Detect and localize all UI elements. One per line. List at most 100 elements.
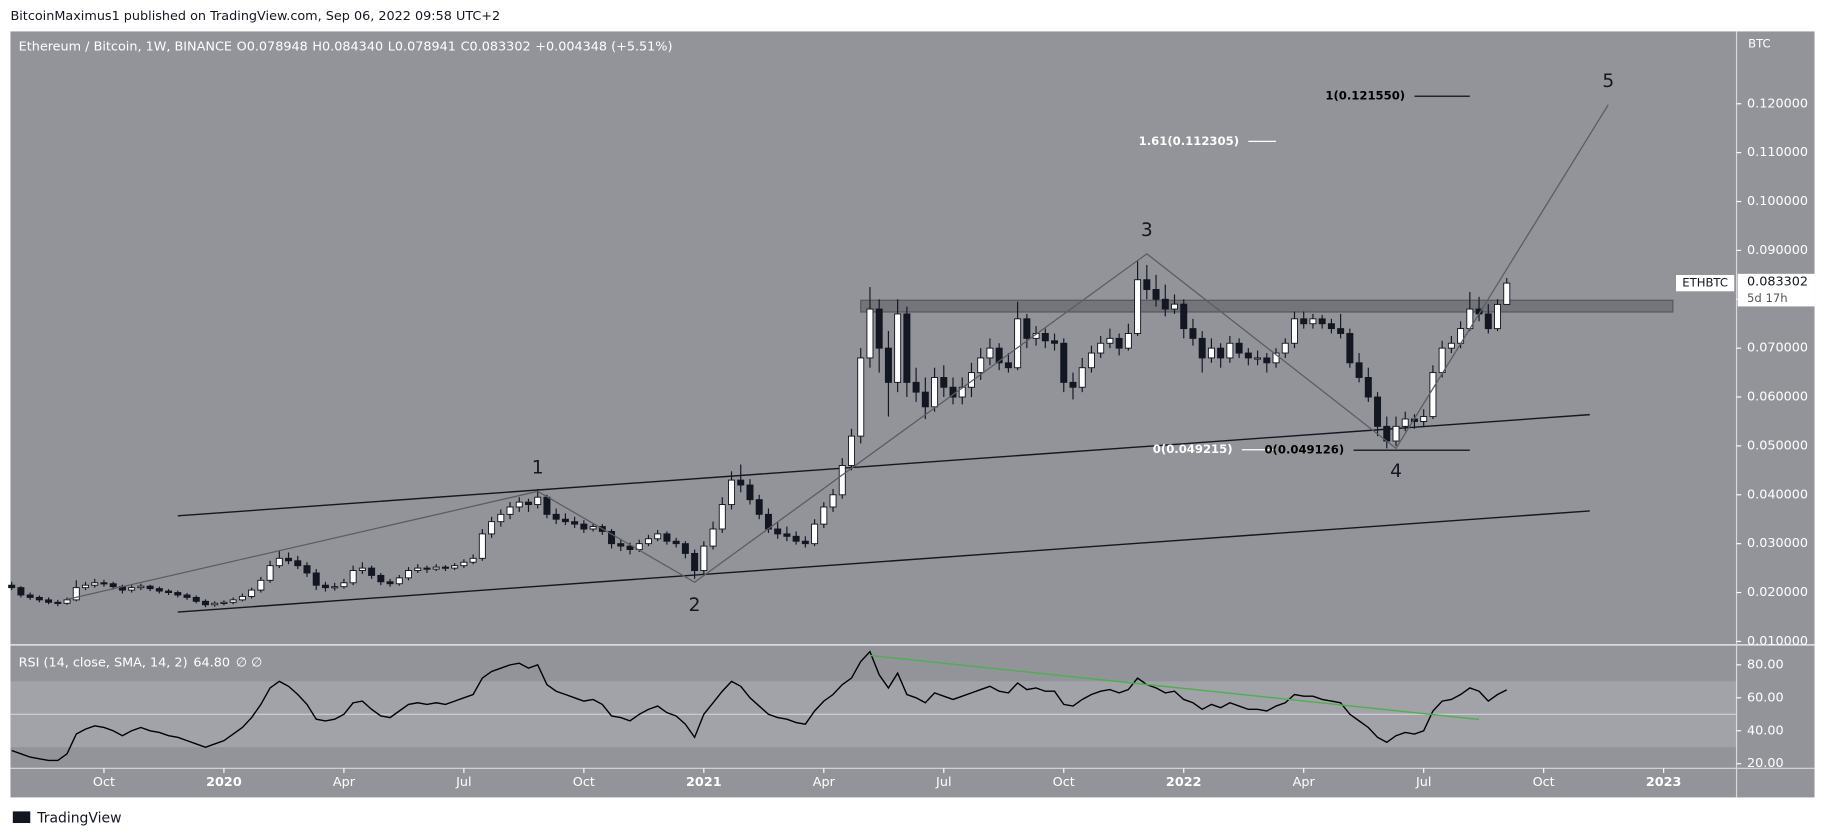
candle-body: [285, 557, 293, 562]
candle-body: [183, 594, 191, 598]
candle-body: [644, 538, 652, 545]
candle-body: [460, 561, 468, 567]
y-tick-label: 0.110000: [1747, 145, 1808, 160]
legend-high: H0.084340: [312, 39, 383, 54]
candle-body: [709, 528, 717, 547]
candle-body: [340, 582, 348, 588]
candle-body: [755, 499, 763, 515]
candle-body: [912, 381, 920, 393]
rsi-name: RSI (14, close, SMA, 14, 2): [19, 655, 188, 670]
candle-body: [1318, 318, 1326, 325]
candle-body: [654, 533, 662, 540]
candle-body: [386, 581, 394, 585]
y-tick-label: 0.060000: [1747, 390, 1808, 405]
candle-body: [1290, 318, 1298, 344]
candle-body: [737, 479, 745, 486]
symbol-tag-text: ETHBTC: [1682, 276, 1728, 290]
candle-body: [1124, 333, 1132, 349]
channel-line: [177, 510, 1590, 613]
candle-body: [1429, 372, 1437, 418]
y-tick-label: 60.00: [1747, 690, 1784, 705]
candle-body: [1171, 303, 1178, 310]
legend-open: O0.078948: [237, 39, 308, 54]
candle-body: [1161, 298, 1169, 310]
candle-body: [358, 567, 366, 572]
candle-body: [838, 464, 846, 496]
candle-body: [257, 579, 265, 591]
candle-body: [1134, 279, 1142, 334]
candle-body: [1401, 418, 1409, 427]
candle-body: [728, 479, 736, 506]
candle-body: [155, 588, 163, 592]
candle-body: [1503, 282, 1511, 305]
candle-body: [349, 570, 357, 584]
x-tick-label: 2020: [206, 775, 242, 790]
rsi-title: RSI (14, close, SMA, 14, 2) 64.80 ∅ ∅: [19, 655, 263, 670]
candle-body: [866, 308, 874, 359]
candle-body: [405, 570, 413, 579]
x-tick-label: Oct: [93, 775, 115, 790]
candle-body: [995, 347, 1003, 364]
wave-label: 3: [1141, 220, 1153, 241]
candle-body: [1087, 352, 1095, 369]
candle-body: [72, 587, 80, 601]
candle-body: [1143, 279, 1151, 290]
candle-body: [1337, 328, 1345, 334]
candle-body: [1115, 337, 1123, 349]
candle-body: [792, 535, 800, 542]
candle-body: [903, 313, 911, 383]
candle-body: [561, 518, 569, 523]
candle-body: [174, 592, 182, 596]
candle-body: [414, 567, 422, 572]
y-tick-label: 0.090000: [1747, 243, 1808, 258]
y-tick-label: 0.120000: [1747, 96, 1808, 111]
publisher-line: BitcoinMaximus1 published on TradingView…: [10, 9, 500, 24]
candle-body: [220, 601, 228, 604]
candle-body: [774, 528, 782, 535]
candle-body: [100, 582, 108, 585]
candle-body: [1272, 352, 1280, 364]
candle-body: [395, 577, 403, 585]
candle-body: [368, 567, 376, 576]
candle-body: [1364, 377, 1372, 398]
candle-body: [128, 587, 136, 591]
candle-body: [91, 582, 99, 586]
candle-body: [1254, 357, 1262, 360]
candle-body: [469, 557, 477, 563]
candle-body: [211, 602, 219, 606]
candle-body: [238, 595, 246, 601]
chart-background: [10, 31, 1815, 798]
y-tick-label: 0.070000: [1747, 341, 1808, 356]
candle-body: [137, 585, 145, 589]
legend-low: L0.078941: [388, 39, 456, 54]
price-tag-text: 0.083302: [1747, 274, 1808, 289]
candle-body: [718, 504, 726, 530]
candle-body: [192, 596, 200, 602]
footer-brand: TradingView: [36, 810, 121, 826]
candle-body: [783, 533, 791, 537]
candle-body: [617, 543, 625, 547]
candle-body: [1226, 342, 1234, 359]
candle-body: [1244, 352, 1252, 359]
candle-body: [663, 533, 671, 542]
candle-body: [109, 583, 117, 588]
candle-body: [497, 513, 505, 523]
candle-body: [626, 545, 634, 550]
x-tick-label: 2021: [686, 775, 722, 790]
x-tick-label: Oct: [1053, 775, 1075, 790]
candle-body: [1189, 328, 1197, 339]
candle-body: [857, 357, 865, 437]
candle-body: [681, 543, 689, 554]
y-tick-label: 0.020000: [1747, 585, 1808, 600]
candle-body: [1392, 425, 1400, 442]
fib-label: 1(0.121550): [1325, 89, 1405, 103]
candle-body: [524, 501, 532, 506]
candle-body: [1309, 318, 1317, 325]
resistance-zone: [860, 299, 1674, 313]
rsi-trendline: [869, 654, 1480, 721]
candle-body: [1060, 342, 1068, 383]
candle-body: [589, 526, 597, 530]
candle-body: [940, 377, 948, 388]
candle-body: [986, 347, 994, 359]
candle-body: [45, 599, 53, 603]
